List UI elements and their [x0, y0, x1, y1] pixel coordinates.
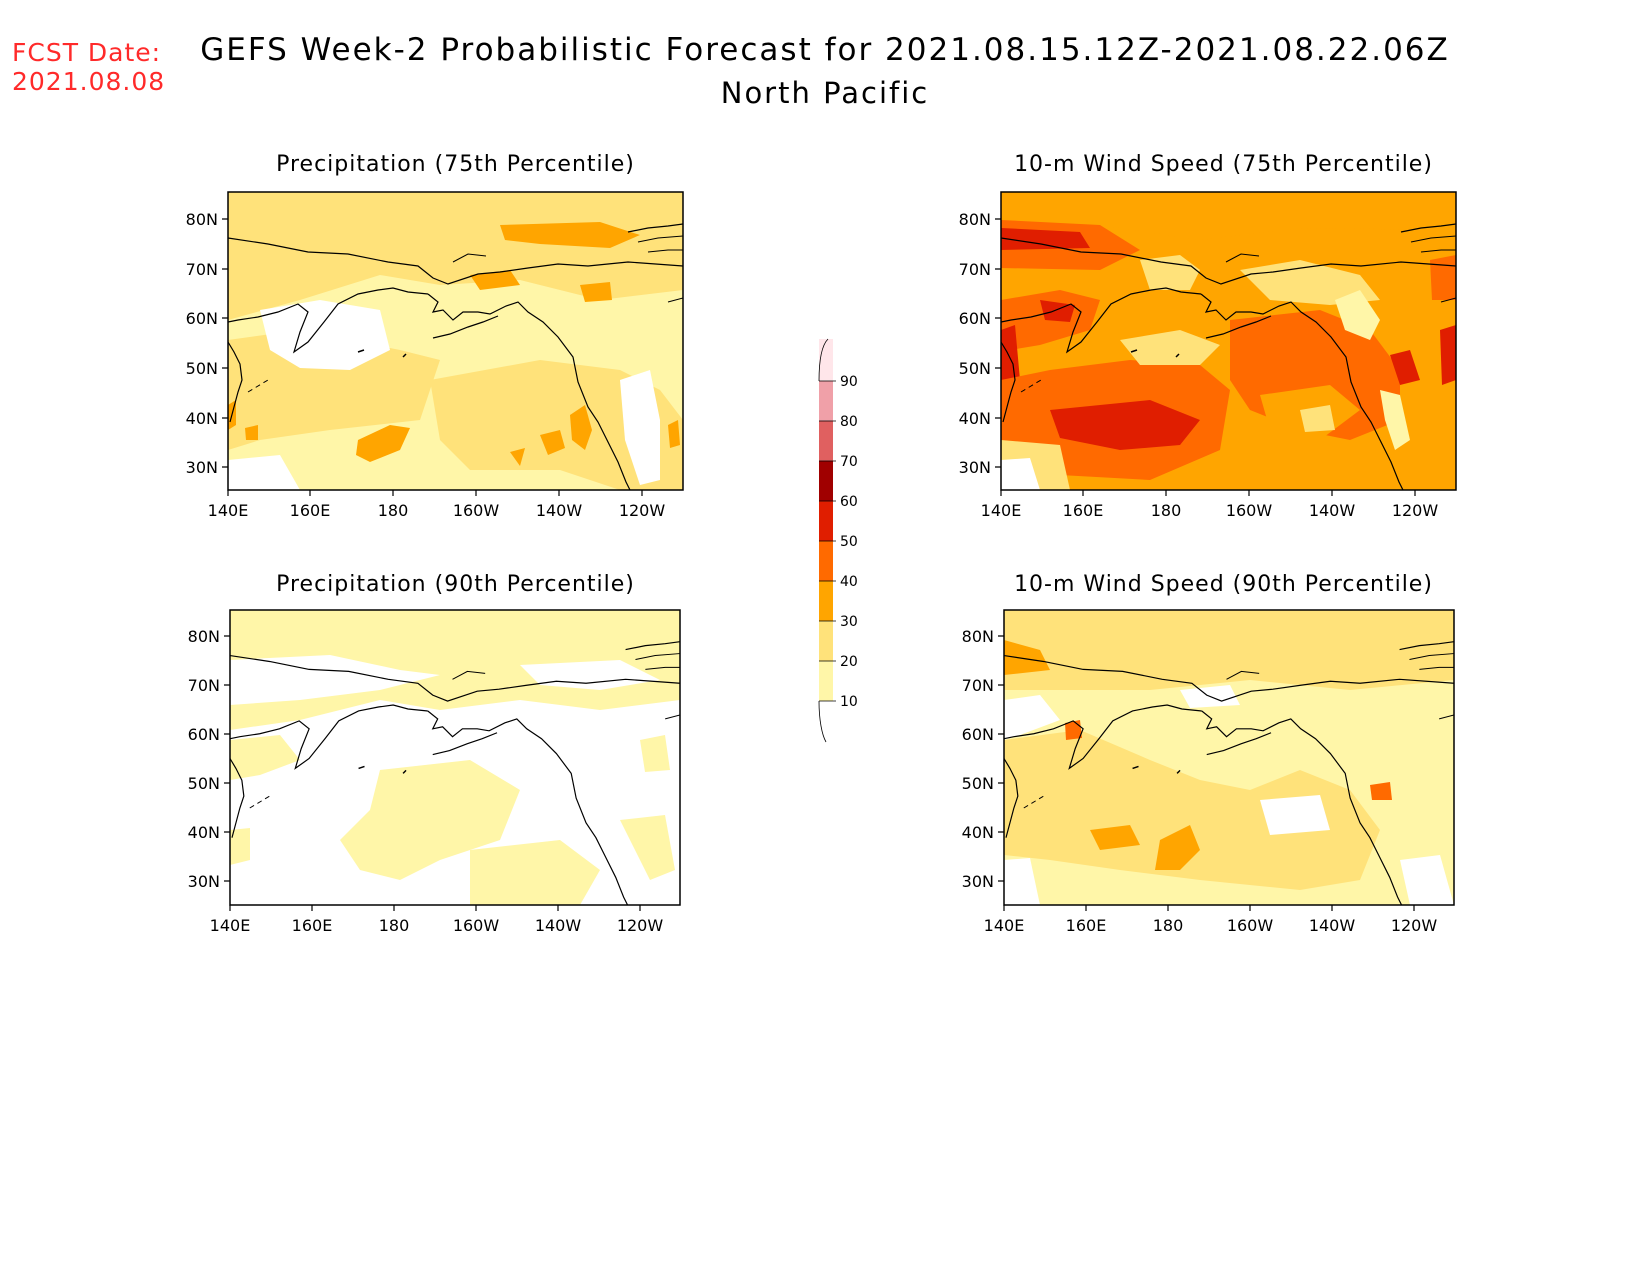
colorbar-swatch-30-40 [819, 581, 833, 621]
colorbar-label: 10 [840, 694, 858, 710]
panel-title-wind-90: 10-m Wind Speed (90th Percentile) [1014, 572, 1433, 597]
lon-tick-label: 160W [453, 501, 500, 520]
colorbar-label: 50 [840, 534, 858, 550]
panel-title-precip-75: Precipitation (75th Percentile) [276, 152, 635, 177]
lat-tick-label: 70N [188, 676, 220, 695]
lon-tick-label: 160E [1063, 501, 1104, 520]
lon-tick-label: 160W [1227, 916, 1274, 935]
lon-tick-label: 140W [1309, 501, 1356, 520]
colorbar-swatch-40-50 [819, 541, 833, 581]
lon-tick-label: 120W [617, 916, 664, 935]
tick-marks [222, 218, 1416, 911]
lon-tick-label: 140W [535, 916, 582, 935]
colorbar-label: 20 [840, 654, 858, 670]
lat-tick-label: 70N [962, 676, 994, 695]
colorbar-swatch-90-plus [819, 339, 833, 381]
lat-tick-label: 40N [959, 409, 991, 428]
lon-tick-label: 160E [1066, 916, 1107, 935]
lat-tick-label: 30N [962, 872, 994, 891]
colorbar: 10 20 30 40 50 60 70 80 90 [818, 338, 858, 743]
map-panel-precip-90 [230, 610, 680, 905]
colorbar-swatch-50-60 [819, 501, 833, 541]
lat-tick-label: 40N [962, 823, 994, 842]
colorbar-label: 90 [840, 374, 858, 390]
colorbar-swatch-70-80 [819, 421, 833, 461]
colorbar-swatch-10-20 [819, 661, 833, 701]
lon-tick-label: 180 [379, 916, 410, 935]
lat-tick-label: 70N [186, 260, 218, 279]
lat-tick-label: 60N [188, 725, 220, 744]
lat-tick-label: 80N [959, 210, 991, 229]
map-panel-wind-90 [1004, 610, 1454, 905]
tick-labels-wind-75: 80N 70N 60N 50N 40N 30N 140E 160E 180 16… [959, 210, 1439, 520]
colorbar-swatch-20-30 [819, 621, 833, 661]
lat-tick-label: 50N [962, 774, 994, 793]
colorbar-label: 30 [840, 614, 858, 630]
map-frame-precip-75 [227, 191, 684, 491]
forecast-date-block: FCST Date: 2021.08.08 [12, 38, 165, 96]
lat-tick-label: 50N [188, 774, 220, 793]
forecast-date-value: 2021.08.08 [12, 67, 166, 96]
lon-tick-label: 120W [619, 501, 666, 520]
lon-tick-label: 160W [453, 916, 500, 935]
lat-tick-label: 60N [959, 309, 991, 328]
lat-tick-label: 50N [186, 359, 218, 378]
page-title: GEFS Week-2 Probabilistic Forecast for 2… [200, 32, 1450, 68]
lat-tick-label: 30N [959, 458, 991, 477]
colorbar-swatch-80-90 [819, 381, 833, 421]
lon-tick-label: 140E [984, 916, 1025, 935]
lon-tick-label: 160W [1226, 501, 1273, 520]
forecast-date-label: FCST Date: [12, 38, 162, 67]
map-frame-wind-90 [1003, 609, 1455, 906]
panel-title-wind-75: 10-m Wind Speed (75th Percentile) [1014, 152, 1433, 177]
lon-tick-label: 180 [378, 501, 409, 520]
lat-tick-label: 30N [186, 458, 218, 477]
colorbar-label: 40 [840, 574, 858, 590]
panel-title-precip-90: Precipitation (90th Percentile) [276, 572, 635, 597]
lon-tick-label: 120W [1391, 916, 1438, 935]
tick-labels-precip-90: 80N 70N 60N 50N 40N 30N 140E 160E 180 16… [188, 627, 664, 935]
colorbar-label: 80 [840, 414, 858, 430]
map-panel-precip-75 [228, 192, 683, 490]
tick-labels-wind-90: 80N 70N 60N 50N 40N 30N 140E 160E 180 16… [962, 627, 1438, 935]
lat-tick-label: 80N [962, 627, 994, 646]
lon-tick-label: 140E [208, 501, 249, 520]
lat-tick-label: 50N [959, 359, 991, 378]
colorbar-label: 70 [840, 454, 858, 470]
lat-tick-label: 40N [188, 823, 220, 842]
lat-tick-label: 60N [962, 725, 994, 744]
map-panel-wind-75 [1001, 192, 1456, 490]
colorbar-bottom-arrow [818, 700, 827, 743]
lon-tick-label: 140E [210, 916, 251, 935]
map-frame-precip-90 [229, 609, 681, 906]
region-subtitle: North Pacific [720, 76, 930, 110]
lon-tick-label: 120W [1392, 501, 1439, 520]
lon-tick-label: 180 [1151, 501, 1182, 520]
lat-tick-label: 80N [186, 210, 218, 229]
lon-tick-label: 140W [536, 501, 583, 520]
lat-tick-label: 60N [186, 309, 218, 328]
colorbar-swatch-60-70 [819, 461, 833, 501]
map-frame-wind-75 [1000, 191, 1457, 491]
lat-tick-label: 30N [188, 872, 220, 891]
tick-labels-precip-75: 80N 70N 60N 50N 40N 30N 140E 160E 180 16… [186, 210, 666, 520]
lon-tick-label: 180 [1153, 916, 1184, 935]
colorbar-label: 60 [840, 494, 858, 510]
lat-tick-label: 70N [959, 260, 991, 279]
lat-tick-label: 80N [188, 627, 220, 646]
lon-tick-label: 140W [1309, 916, 1356, 935]
lon-tick-label: 160E [290, 501, 331, 520]
lon-tick-label: 140E [981, 501, 1022, 520]
lon-tick-label: 160E [292, 916, 333, 935]
lat-tick-label: 40N [186, 409, 218, 428]
